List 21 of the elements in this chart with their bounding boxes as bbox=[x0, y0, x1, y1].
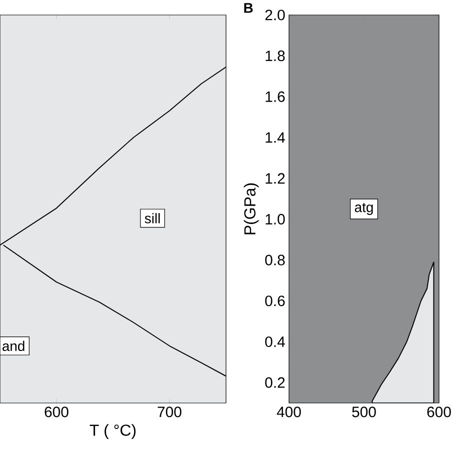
y-tick-label: 2.0 bbox=[265, 10, 285, 20]
y-tick-label: 0.6 bbox=[265, 296, 285, 306]
y-tick-label: 1.4 bbox=[266, 132, 285, 143]
x-tick-label: 400 bbox=[276, 406, 301, 418]
y-tick-label: 1.6 bbox=[266, 91, 285, 102]
y-tick-label: 0.2 bbox=[265, 377, 285, 388]
band-label: atg bbox=[354, 203, 373, 215]
annotation: sill bbox=[144, 213, 160, 224]
chart-title: B bbox=[244, 3, 253, 13]
x-tick-label: 600 bbox=[44, 406, 68, 418]
annotation: and bbox=[2, 340, 24, 352]
y-tick-label: 1.0 bbox=[266, 214, 285, 224]
x-axis-title: T ( °C) bbox=[90, 424, 136, 439]
x-tick-label: 700 bbox=[158, 406, 182, 418]
x-tick-label: 600 bbox=[427, 406, 451, 418]
y-tick-label: 1.2 bbox=[266, 173, 285, 184]
y-tick-label: 0.4 bbox=[265, 336, 285, 348]
x-tick-label: 500 bbox=[352, 406, 376, 418]
y-tick-label: 0.8 bbox=[265, 254, 285, 266]
y-axis-title: P(GPa) bbox=[244, 183, 259, 234]
y-tick-label: 1.8 bbox=[266, 50, 285, 62]
